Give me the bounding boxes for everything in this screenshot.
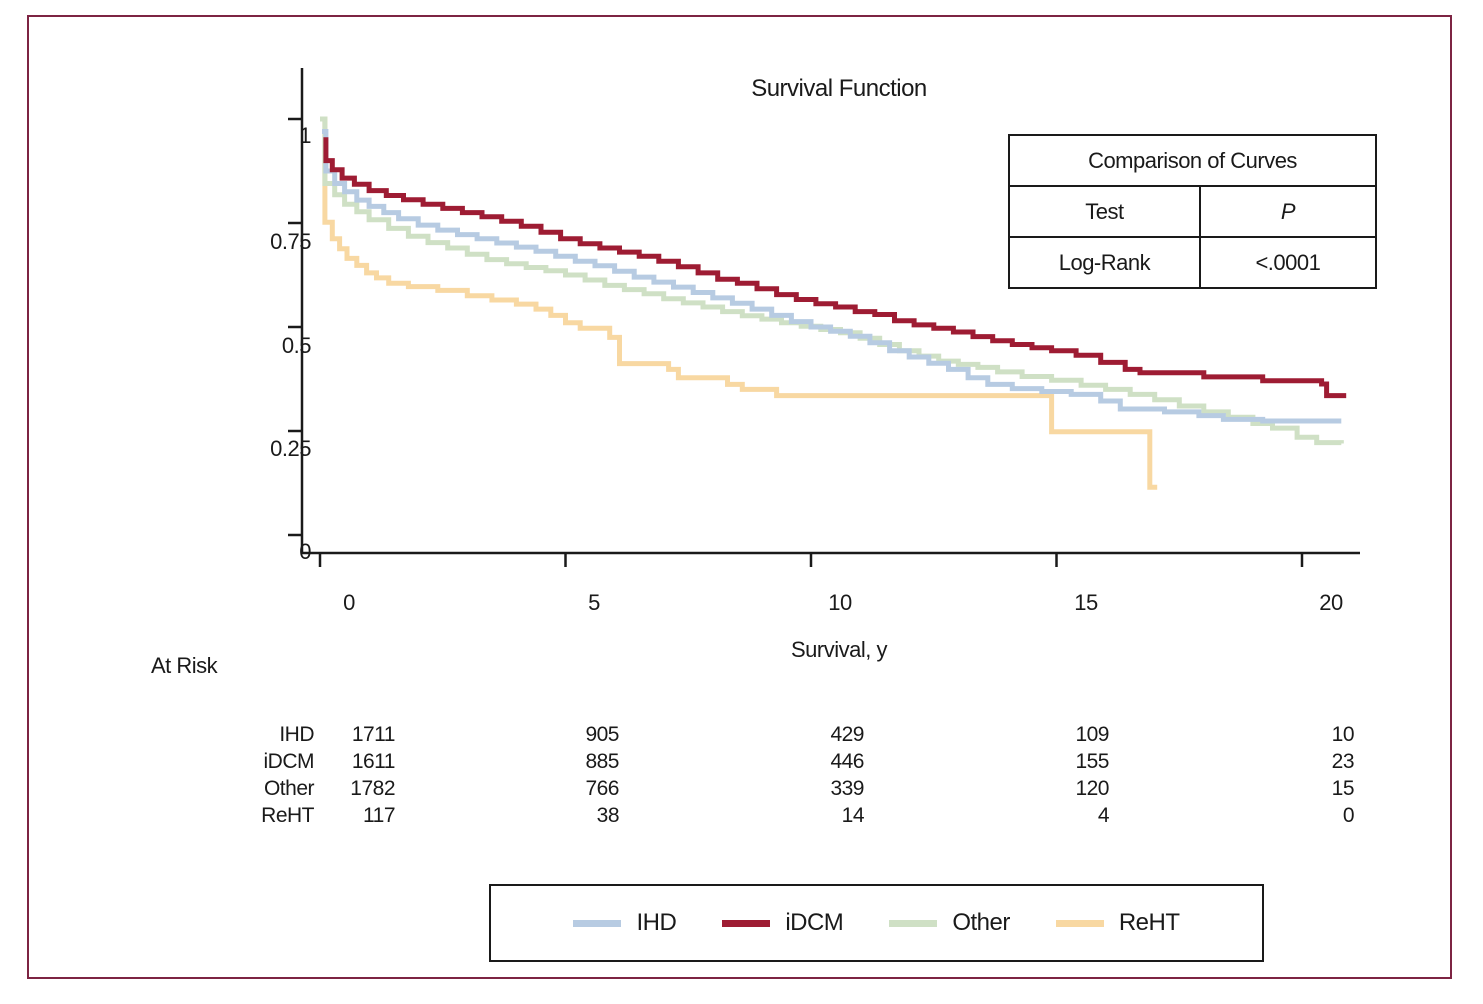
x-tick-label-15: 15 [1074, 590, 1098, 615]
comparison-table-logrank-row: Log-Rank <.0001 [1008, 236, 1378, 289]
x-tick-label-0: 0 [343, 590, 355, 615]
at-risk-row-label-other: Other [263, 777, 315, 800]
legend-item-other: Other [889, 909, 1010, 937]
logrank-p-value: <.0001 [1198, 236, 1378, 289]
legend-item-reht: ReHT [1055, 909, 1180, 937]
x-tick-label-20: 20 [1319, 590, 1343, 615]
chart-title: Survival Function [751, 75, 927, 102]
at-risk-row-label-idcm: iDCM [263, 750, 315, 773]
other-line-swatch [889, 919, 938, 927]
logrank-test-label: Log-Rank [1008, 236, 1201, 289]
legend-label-idcm: iDCM [785, 909, 844, 936]
figure-frame: Survival Function 1 0.75 0.5 0.25 0 0 5 … [27, 15, 1452, 979]
reht-line-swatch [1055, 919, 1104, 927]
legend-label-other: Other [952, 909, 1010, 936]
at-risk-value: 905 [585, 723, 619, 746]
at-risk-row-label-ihd: IHD [279, 723, 314, 746]
at-risk-value: 446 [830, 750, 864, 773]
at-risk-row-label-reht: ReHT [261, 804, 314, 827]
comparison-table-header-row: Comparison of Curves [1008, 134, 1377, 187]
at-risk-value: 10 [1331, 723, 1355, 746]
x-axis-title: Survival, y [791, 637, 887, 662]
survival-curve-other [320, 116, 1344, 446]
legend-label-reht: ReHT [1118, 909, 1180, 936]
legend-label-ihd: IHD [636, 909, 677, 936]
at-risk-value: 23 [1331, 750, 1355, 773]
comparison-table-columns-row: Test P [1008, 185, 1378, 238]
at-risk-value: 766 [585, 777, 619, 800]
at-risk-value: 1611 [351, 750, 396, 773]
at-risk-value: 1711 [351, 723, 396, 746]
survival-curve-reht [320, 116, 1158, 490]
at-risk-value: 1782 [350, 777, 395, 800]
legend-item-ihd: IHD [573, 909, 677, 937]
at-risk-value: 0 [1342, 804, 1355, 827]
at-risk-value: 429 [830, 723, 864, 746]
survival-curve-idcm [323, 137, 1347, 399]
comparison-table-col-test: Test [1008, 185, 1201, 238]
at-risk-value: 117 [363, 804, 395, 827]
ihd-line-swatch [573, 919, 622, 927]
y-tick-label-025: 0.25 [270, 436, 311, 461]
at-risk-value: 4 [1097, 804, 1110, 827]
comparison-table-col-p: P [1198, 185, 1378, 238]
y-tick-label-05: 0.5 [281, 333, 312, 358]
y-tick-label-075: 0.75 [270, 229, 311, 254]
comparison-table-title: Comparison of Curves [1008, 134, 1377, 187]
at-risk-value: 14 [841, 804, 865, 827]
at-risk-value: 38 [596, 804, 620, 827]
x-tick-label-10: 10 [828, 590, 852, 615]
at-risk-value: 120 [1075, 777, 1109, 800]
at-risk-heading: At Risk [151, 653, 218, 678]
survival-curve-ihd [322, 129, 1342, 424]
at-risk-value: 885 [585, 750, 619, 773]
at-risk-value: 339 [830, 777, 864, 800]
at-risk-value: 155 [1075, 750, 1109, 773]
legend-box: IHD iDCM Other ReHT [489, 884, 1264, 962]
axis-lines [300, 68, 1360, 555]
at-risk-value: 15 [1331, 777, 1355, 800]
comparison-table: Comparison of Curves Test P Log-Rank <.0… [1008, 134, 1378, 289]
at-risk-value: 109 [1075, 723, 1109, 746]
x-tick-label-5: 5 [588, 590, 600, 615]
legend-item-idcm: iDCM [722, 909, 844, 937]
idcm-line-swatch [722, 919, 771, 927]
axis-ticks [288, 117, 1304, 567]
